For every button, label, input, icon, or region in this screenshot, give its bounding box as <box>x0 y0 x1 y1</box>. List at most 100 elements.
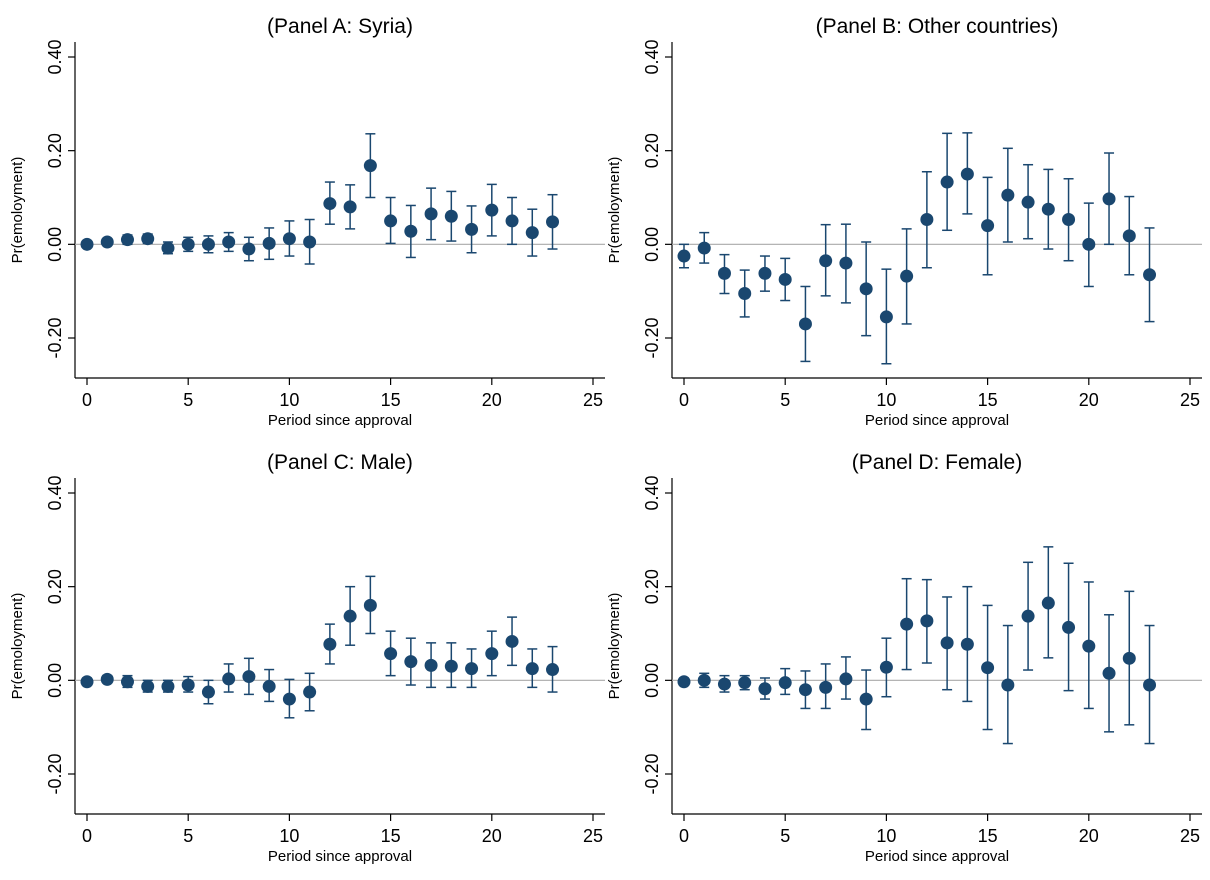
x-tick-label: 25 <box>583 390 603 410</box>
data-point <box>282 232 296 246</box>
data-point <box>465 662 479 676</box>
x-tick-label: 15 <box>978 390 998 410</box>
data-point <box>100 672 114 686</box>
panel-b: (Panel B: Other countries) 0 5 10 15 20 25 Peri… <box>606 15 1202 429</box>
data-point <box>677 675 691 689</box>
data-point <box>798 683 812 697</box>
data-point <box>697 241 711 255</box>
x-tick-label: 5 <box>183 826 193 846</box>
data-point <box>1062 620 1076 634</box>
data-point <box>717 677 731 691</box>
data-point <box>485 647 499 661</box>
x-tick-label: 20 <box>1079 390 1099 410</box>
data-point <box>161 679 175 693</box>
x-tick-label: 20 <box>482 826 502 846</box>
data-point <box>778 676 792 690</box>
data-point <box>222 672 236 686</box>
y-tick-label: 0.40 <box>45 39 65 74</box>
y-axis-label: Pr(emoloyment) <box>9 157 26 264</box>
data-point <box>900 617 914 631</box>
x-tick-label: 0 <box>82 826 92 846</box>
y-tick-label: 0.40 <box>642 39 662 74</box>
data-point <box>1001 678 1015 692</box>
data-point <box>444 209 458 223</box>
data-point <box>262 236 276 250</box>
data-point <box>697 673 711 687</box>
x-tick-label: 5 <box>183 390 193 410</box>
data-point <box>546 663 560 677</box>
data-point <box>778 272 792 286</box>
y-tick-label: -0.20 <box>45 317 65 358</box>
data-point <box>798 317 812 331</box>
data-point <box>920 614 934 628</box>
data-point <box>444 659 458 673</box>
y-axis-label: Pr(emoloyment) <box>9 593 26 700</box>
data-point <box>879 310 893 324</box>
data-point <box>1122 651 1136 665</box>
data-point <box>100 235 114 249</box>
data-point <box>1041 202 1055 216</box>
x-tick-label: 5 <box>780 390 790 410</box>
data-point <box>303 235 317 249</box>
data-point <box>758 682 772 696</box>
data-point <box>242 242 256 256</box>
panel-a: (Panel A: Syria) 0 5 10 15 20 25 Period since a… <box>9 15 605 429</box>
data-point <box>839 672 853 686</box>
data-point <box>404 224 418 238</box>
y-tick-label: -0.20 <box>642 753 662 794</box>
data-point <box>222 235 236 249</box>
panel-d: (Panel D: Female) 0 5 10 15 20 25 Period since … <box>606 451 1202 865</box>
data-point <box>161 241 175 255</box>
data-point <box>1021 195 1035 209</box>
data-point <box>758 266 772 280</box>
x-tick-label: 0 <box>679 826 689 846</box>
data-point <box>343 200 357 214</box>
data-point <box>181 237 195 251</box>
data-point <box>525 226 539 240</box>
data-point <box>363 598 377 612</box>
x-tick-label: 25 <box>583 826 603 846</box>
data-point <box>738 676 752 690</box>
data-point <box>505 634 519 648</box>
y-axis-label: Pr(emoloyment) <box>606 157 623 264</box>
x-axis-label: Period since approval <box>865 848 1009 865</box>
x-tick-label: 15 <box>381 826 401 846</box>
panel-c: (Panel C: Male) 0 5 10 15 20 25 Period since ap… <box>9 451 605 865</box>
data-point <box>920 213 934 227</box>
x-tick-label: 10 <box>876 826 896 846</box>
x-tick-label: 0 <box>679 390 689 410</box>
data-point <box>1102 666 1116 680</box>
x-tick-label: 20 <box>482 390 502 410</box>
x-axis-label: Period since approval <box>268 848 412 865</box>
data-point <box>181 678 195 692</box>
data-point <box>981 219 995 233</box>
data-point <box>1062 213 1076 227</box>
x-tick-label: 10 <box>279 390 299 410</box>
y-tick-label: 0.00 <box>45 663 65 698</box>
panel-title: (Panel B: Other countries) <box>816 15 1059 38</box>
x-tick-label: 25 <box>1180 826 1200 846</box>
data-point <box>546 215 560 229</box>
data-point <box>859 282 873 296</box>
y-tick-label: 0.20 <box>45 569 65 604</box>
y-tick-label: 0.00 <box>45 227 65 262</box>
data-point <box>404 655 418 669</box>
data-point <box>940 175 954 189</box>
data-point <box>981 661 995 675</box>
data-point <box>900 269 914 283</box>
data-point <box>384 647 398 661</box>
data-point <box>262 679 276 693</box>
data-point <box>839 256 853 270</box>
x-tick-label: 20 <box>1079 826 1099 846</box>
data-point <box>384 214 398 228</box>
data-point <box>1082 237 1096 251</box>
data-point <box>1143 678 1157 692</box>
data-point <box>717 266 731 280</box>
panel-title: (Panel A: Syria) <box>267 15 413 38</box>
data-point <box>323 197 337 211</box>
data-point <box>80 675 94 689</box>
data-point <box>677 249 691 263</box>
data-point <box>141 679 155 693</box>
panel-title: (Panel D: Female) <box>852 451 1022 474</box>
